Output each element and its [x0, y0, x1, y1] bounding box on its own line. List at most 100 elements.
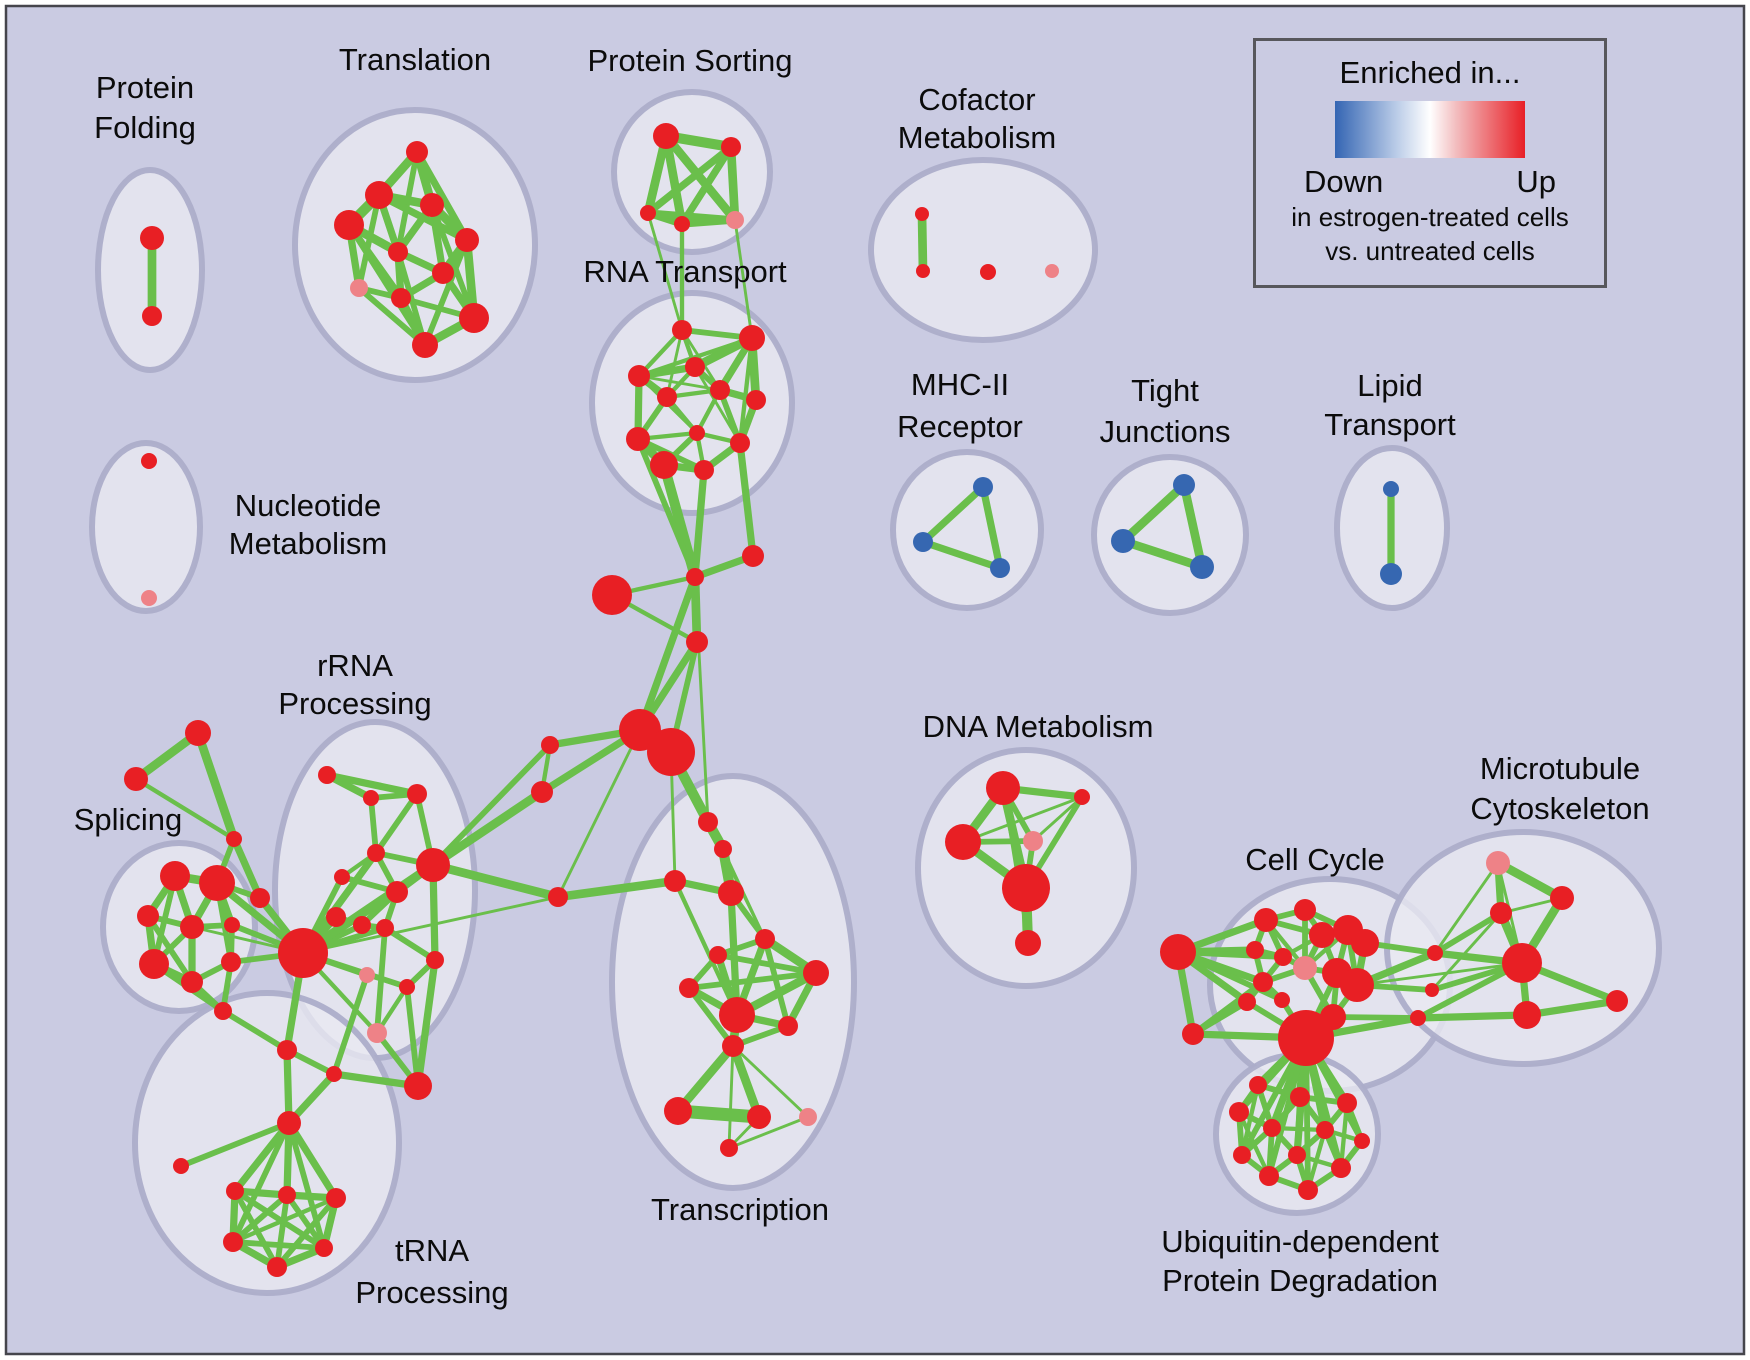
network-node[interactable] [945, 824, 981, 860]
network-node[interactable] [326, 1188, 346, 1208]
network-node[interactable] [226, 1182, 244, 1200]
network-node[interactable] [1606, 990, 1628, 1012]
network-node[interactable] [214, 1002, 232, 1020]
network-node[interactable] [181, 971, 203, 993]
network-node[interactable] [973, 477, 993, 497]
network-node[interactable] [1263, 1119, 1281, 1137]
network-node[interactable] [367, 844, 385, 862]
network-node[interactable] [404, 1072, 432, 1100]
network-node[interactable] [367, 1023, 387, 1043]
network-node[interactable] [1160, 934, 1196, 970]
network-node[interactable] [173, 1158, 189, 1174]
network-node[interactable] [318, 766, 336, 784]
network-node[interactable] [698, 812, 718, 832]
network-node[interactable] [726, 211, 744, 229]
network-node[interactable] [720, 1139, 738, 1157]
network-node[interactable] [334, 869, 350, 885]
network-node[interactable] [124, 767, 148, 791]
network-node[interactable] [160, 861, 190, 891]
network-node[interactable] [407, 784, 427, 804]
network-node[interactable] [140, 226, 164, 250]
network-node[interactable] [650, 451, 678, 479]
network-node[interactable] [626, 427, 650, 451]
network-node[interactable] [353, 916, 371, 934]
network-node[interactable] [1274, 948, 1292, 966]
network-node[interactable] [672, 320, 692, 340]
network-node[interactable] [278, 1186, 296, 1204]
network-node[interactable] [1111, 529, 1135, 553]
network-node[interactable] [365, 181, 393, 209]
network-node[interactable] [1023, 831, 1043, 851]
network-node[interactable] [141, 453, 157, 469]
network-node[interactable] [986, 771, 1020, 805]
network-node[interactable] [531, 781, 553, 803]
network-node[interactable] [628, 365, 650, 387]
network-node[interactable] [990, 558, 1010, 578]
network-node[interactable] [278, 928, 328, 978]
network-node[interactable] [426, 951, 444, 969]
network-node[interactable] [1550, 886, 1574, 910]
network-node[interactable] [778, 1016, 798, 1036]
network-node[interactable] [1490, 902, 1512, 924]
network-node[interactable] [913, 532, 933, 552]
network-node[interactable] [1298, 1180, 1318, 1200]
network-node[interactable] [730, 433, 750, 453]
network-node[interactable] [915, 207, 929, 221]
network-node[interactable] [416, 848, 450, 882]
network-node[interactable] [1015, 930, 1041, 956]
network-node[interactable] [1309, 922, 1335, 948]
network-node[interactable] [1294, 899, 1316, 921]
network-node[interactable] [199, 865, 235, 901]
network-node[interactable] [1290, 1087, 1310, 1107]
network-node[interactable] [714, 840, 732, 858]
network-node[interactable] [277, 1111, 301, 1135]
network-node[interactable] [350, 279, 368, 297]
network-node[interactable] [1351, 929, 1379, 957]
network-node[interactable] [277, 1040, 297, 1060]
network-node[interactable] [224, 917, 240, 933]
network-node[interactable] [1074, 789, 1090, 805]
network-node[interactable] [1410, 1010, 1426, 1026]
network-node[interactable] [739, 325, 765, 351]
network-node[interactable] [267, 1257, 287, 1277]
network-node[interactable] [653, 123, 679, 149]
network-node[interactable] [721, 137, 741, 157]
network-node[interactable] [746, 390, 766, 410]
network-node[interactable] [139, 949, 169, 979]
network-node[interactable] [180, 915, 204, 939]
network-node[interactable] [1249, 1076, 1267, 1094]
network-node[interactable] [916, 264, 930, 278]
network-node[interactable] [185, 720, 211, 746]
network-node[interactable] [1340, 968, 1374, 1002]
network-node[interactable] [326, 907, 346, 927]
network-node[interactable] [674, 216, 690, 232]
network-node[interactable] [376, 919, 394, 937]
network-node[interactable] [1182, 1023, 1204, 1045]
network-node[interactable] [679, 978, 699, 998]
network-node[interactable] [226, 831, 242, 847]
network-node[interactable] [399, 979, 415, 995]
network-node[interactable] [1513, 1001, 1541, 1029]
network-node[interactable] [420, 193, 444, 217]
network-node[interactable] [548, 887, 568, 907]
network-node[interactable] [1293, 956, 1317, 980]
network-node[interactable] [388, 242, 408, 262]
network-node[interactable] [694, 460, 714, 480]
network-node[interactable] [980, 264, 996, 280]
network-node[interactable] [1278, 1010, 1334, 1066]
network-node[interactable] [391, 288, 411, 308]
network-node[interactable] [686, 631, 708, 653]
network-node[interactable] [1425, 983, 1439, 997]
network-node[interactable] [1259, 1166, 1279, 1186]
network-node[interactable] [1502, 943, 1542, 983]
network-node[interactable] [432, 262, 454, 284]
network-node[interactable] [686, 568, 704, 586]
network-node[interactable] [1253, 972, 1273, 992]
network-node[interactable] [1190, 555, 1214, 579]
network-node[interactable] [710, 380, 730, 400]
network-node[interactable] [221, 952, 241, 972]
network-node[interactable] [541, 736, 559, 754]
network-node[interactable] [1045, 264, 1059, 278]
network-node[interactable] [657, 387, 677, 407]
network-node[interactable] [664, 1097, 692, 1125]
